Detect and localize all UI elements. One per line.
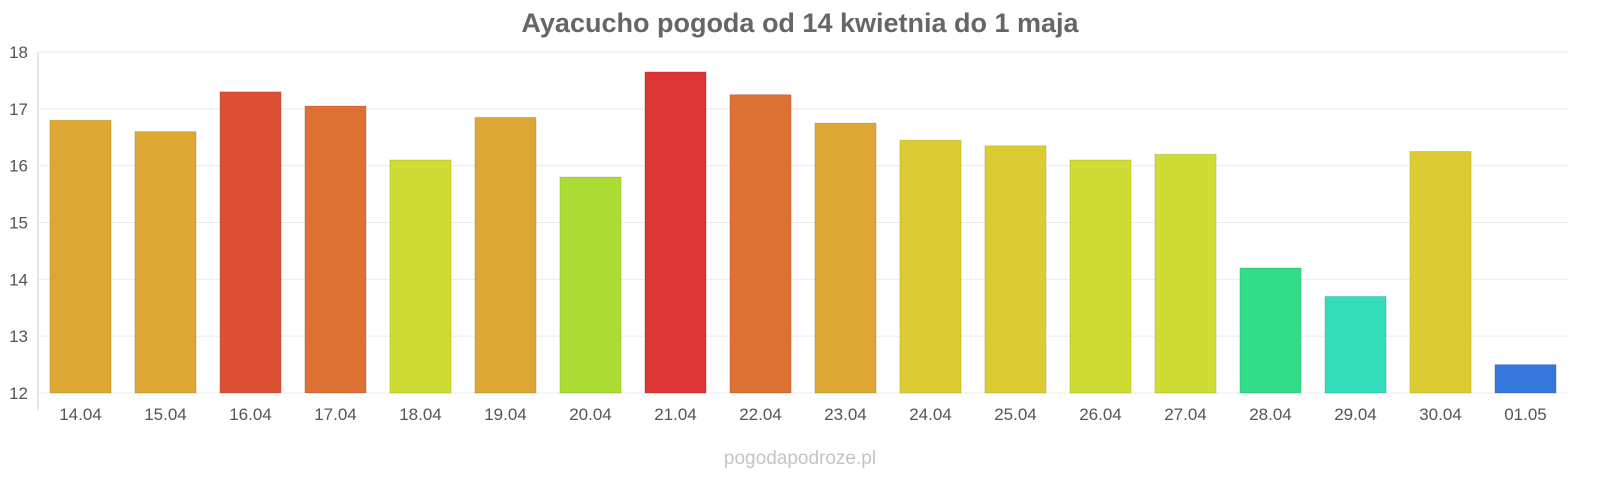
bar-16.04 bbox=[219, 91, 282, 394]
x-tick-label: 19.04 bbox=[484, 405, 527, 424]
x-tick-label: 21.04 bbox=[654, 405, 697, 424]
x-tick-label: 23.04 bbox=[824, 405, 867, 424]
bar-28.04 bbox=[1239, 267, 1302, 394]
bar-23.04 bbox=[814, 122, 877, 394]
bar-29.04 bbox=[1324, 295, 1387, 394]
bar-18.04 bbox=[389, 159, 452, 394]
x-tick-label: 24.04 bbox=[909, 405, 952, 424]
y-tick-label: 18 bbox=[9, 43, 28, 62]
y-tick-label: 17 bbox=[9, 100, 28, 119]
bar-15.04 bbox=[134, 131, 197, 394]
y-tick-label: 13 bbox=[9, 327, 28, 346]
x-tick-label: 30.04 bbox=[1419, 405, 1462, 424]
x-tick-label: 14.04 bbox=[59, 405, 102, 424]
x-tick-label: 22.04 bbox=[739, 405, 782, 424]
x-tick-label: 15.04 bbox=[144, 405, 187, 424]
y-axis-ticks: 18 17 16 15 14 13 12 bbox=[9, 43, 28, 403]
y-tick-label: 16 bbox=[9, 157, 28, 176]
watermark: pogodapodroze.pl bbox=[724, 448, 876, 469]
bar-26.04 bbox=[1069, 159, 1132, 394]
bar-01.05 bbox=[1494, 364, 1557, 394]
bar-21.04 bbox=[644, 71, 707, 394]
bar-19.04 bbox=[474, 116, 537, 394]
x-axis-ticks: 14.04 15.04 16.04 17.04 18.04 19.04 20.04 21.04… bbox=[59, 405, 1547, 424]
x-tick-label: 27.04 bbox=[1164, 405, 1207, 424]
bar-30.04 bbox=[1409, 150, 1472, 394]
chart-title: Ayacucho pogoda od 14 kwietnia do 1 maja bbox=[521, 8, 1079, 38]
bar-17.04 bbox=[304, 105, 367, 394]
x-tick-label: 20.04 bbox=[569, 405, 612, 424]
x-tick-label: 17.04 bbox=[314, 405, 357, 424]
bar-20.04 bbox=[559, 176, 622, 394]
x-tick-label: 26.04 bbox=[1079, 405, 1122, 424]
bar-22.04 bbox=[729, 94, 792, 394]
x-tick-label: 16.04 bbox=[229, 405, 272, 424]
x-tick-label: 25.04 bbox=[994, 405, 1037, 424]
gridlines bbox=[38, 51, 1568, 394]
x-tick-label: 01.05 bbox=[1504, 405, 1547, 424]
bar-25.04 bbox=[984, 145, 1047, 394]
y-tick-label: 14 bbox=[9, 270, 28, 289]
bars bbox=[49, 71, 1557, 394]
bar-27.04 bbox=[1154, 153, 1217, 394]
x-tick-label: 28.04 bbox=[1249, 405, 1292, 424]
y-tick-label: 15 bbox=[9, 214, 28, 233]
x-tick-label: 18.04 bbox=[399, 405, 442, 424]
bar-14.04 bbox=[49, 119, 112, 394]
bar-24.04 bbox=[899, 139, 962, 394]
x-tick-label: 29.04 bbox=[1334, 405, 1377, 424]
y-tick-label: 12 bbox=[9, 384, 28, 403]
